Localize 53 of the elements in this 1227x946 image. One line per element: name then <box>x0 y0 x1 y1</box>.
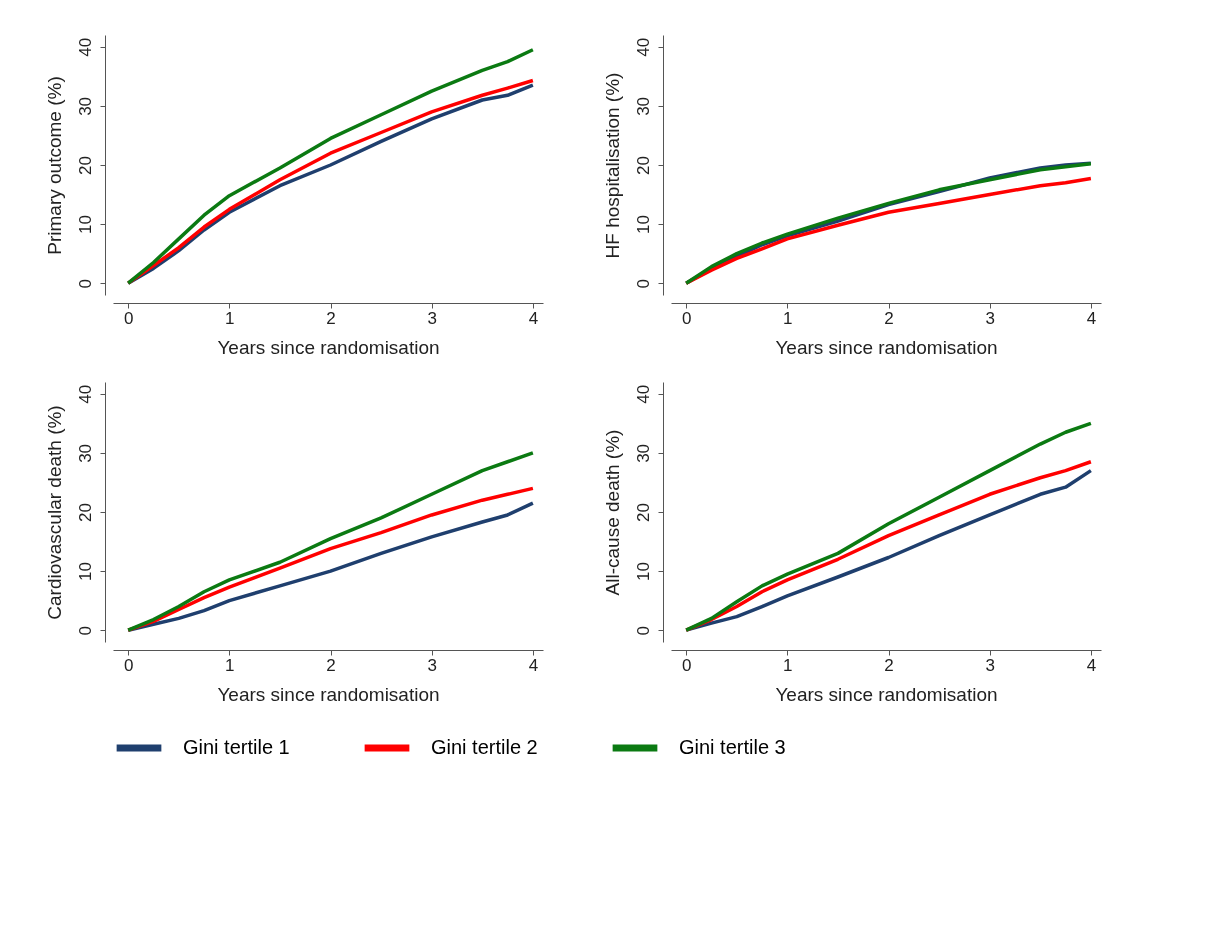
x-tick-label: 2 <box>326 308 336 328</box>
x-tick-label: 1 <box>783 308 793 328</box>
y-tick-label: 20 <box>75 156 95 175</box>
x-tick-label: 0 <box>681 308 692 328</box>
y-axis-title: Primary outcome (%) <box>43 76 65 255</box>
y-tick-label: 10 <box>75 562 95 582</box>
x-axis-title: Years since randomisation <box>775 683 998 705</box>
x-tick-label: 3 <box>985 655 995 675</box>
y-tick-label: 10 <box>633 562 653 582</box>
legend-label: Gini tertile 2 <box>431 736 538 758</box>
x-tick-label: 3 <box>427 655 437 675</box>
x-tick-label: 3 <box>427 308 437 328</box>
line-series <box>684 421 1093 632</box>
y-axis-title: All-cause death (%) <box>601 429 623 596</box>
y-tick-label: 40 <box>633 37 653 57</box>
y-axis-title: Cardiovascular death (%) <box>43 405 65 620</box>
x-tick-label: 4 <box>1086 308 1097 328</box>
x-tick-label: 1 <box>225 655 235 675</box>
legend-label: Gini tertile 3 <box>679 736 786 758</box>
y-tick-label: 20 <box>75 503 95 522</box>
y-tick-label: 0 <box>75 278 95 289</box>
x-tick-label: 2 <box>884 308 894 328</box>
y-tick-label: 40 <box>633 384 653 404</box>
x-tick-label: 1 <box>225 308 235 328</box>
x-tick-label: 2 <box>326 655 336 675</box>
x-tick-label: 0 <box>123 655 134 675</box>
y-tick-label: 30 <box>633 96 653 116</box>
y-tick-label: 20 <box>633 156 653 175</box>
x-axis-title: Years since randomisation <box>217 683 440 705</box>
line-series <box>126 451 535 632</box>
y-tick-label: 10 <box>75 215 95 235</box>
x-tick-label: 1 <box>783 655 793 675</box>
y-tick-label: 40 <box>75 37 95 57</box>
y-tick-label: 0 <box>633 278 653 289</box>
y-axis-title: HF hospitalisation (%) <box>601 72 623 259</box>
y-tick-label: 0 <box>633 625 653 636</box>
legend-label: Gini tertile 1 <box>183 736 290 758</box>
x-tick-label: 0 <box>681 655 692 675</box>
y-tick-label: 10 <box>633 215 653 235</box>
x-tick-label: 2 <box>884 655 894 675</box>
x-tick-label: 4 <box>528 308 539 328</box>
y-tick-label: 30 <box>633 443 653 463</box>
x-tick-label: 4 <box>528 655 539 675</box>
x-tick-label: 4 <box>1086 655 1097 675</box>
x-axis-title: Years since randomisation <box>217 336 440 358</box>
x-tick-label: 3 <box>985 308 995 328</box>
y-tick-label: 30 <box>75 443 95 463</box>
y-tick-label: 0 <box>75 625 95 636</box>
x-tick-label: 0 <box>123 308 134 328</box>
y-tick-label: 20 <box>633 503 653 522</box>
y-tick-label: 40 <box>75 384 95 404</box>
y-tick-label: 30 <box>75 96 95 116</box>
x-axis-title: Years since randomisation <box>775 336 998 358</box>
